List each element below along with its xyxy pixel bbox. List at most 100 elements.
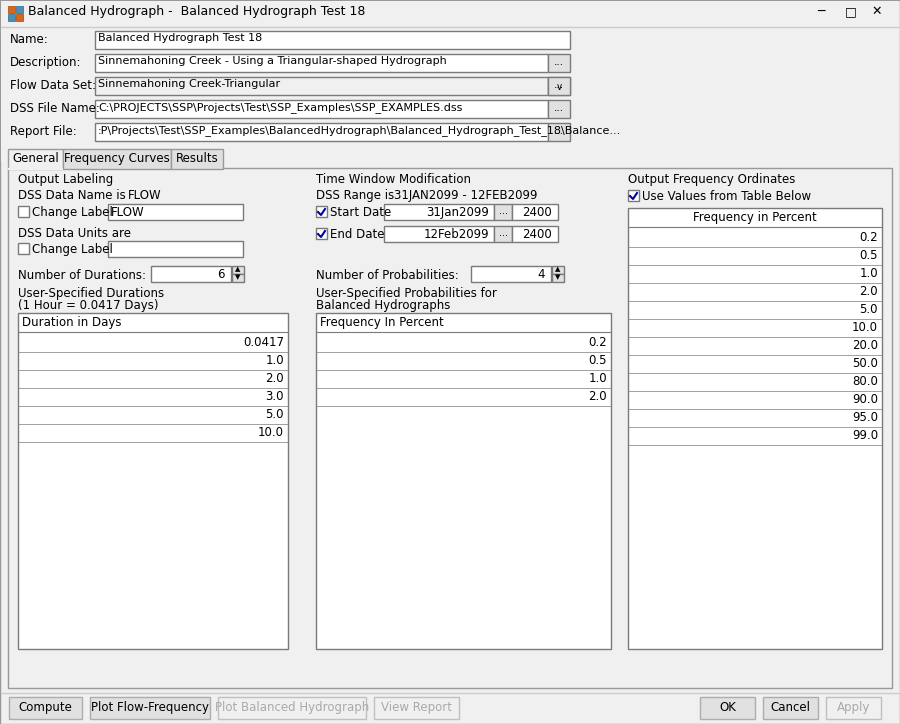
Bar <box>95 123 548 141</box>
Text: View Report: View Report <box>381 701 452 714</box>
Bar <box>16 14 23 21</box>
Text: 99.0: 99.0 <box>852 429 878 442</box>
Text: 1.0: 1.0 <box>589 372 607 385</box>
Text: Use Values from Table Below: Use Values from Table Below <box>642 190 811 203</box>
Text: 2400: 2400 <box>522 206 552 219</box>
Text: Output Frequency Ordinates: Output Frequency Ordinates <box>628 173 796 186</box>
Bar <box>18 313 288 649</box>
Text: C:\PROJECTS\SSP\Projects\Test\SSP_Examples\SSP_EXAMPLES.dss: C:\PROJECTS\SSP\Projects\Test\SSP_Exampl… <box>98 102 463 113</box>
Bar <box>316 228 327 239</box>
Text: Cancel: Cancel <box>770 701 811 714</box>
Text: Balanced Hydrograph -  Balanced Hydrograph Test 18: Balanced Hydrograph - Balanced Hydrograp… <box>28 5 365 18</box>
Text: Report File:: Report File: <box>10 125 76 138</box>
Text: FLOW: FLOW <box>111 206 145 219</box>
Bar <box>95 31 570 49</box>
Text: OK: OK <box>719 701 736 714</box>
Text: 0.5: 0.5 <box>589 354 607 367</box>
Text: Output Labeling: Output Labeling <box>18 173 113 186</box>
Bar <box>810 4 832 22</box>
Text: Change Label: Change Label <box>32 206 112 219</box>
Text: Sinnemahoning Creek - Using a Triangular-shaped Hydrograph: Sinnemahoning Creek - Using a Triangular… <box>98 56 446 66</box>
Text: ▲: ▲ <box>555 266 561 272</box>
Text: 2.0: 2.0 <box>266 372 284 385</box>
Text: Name:: Name: <box>10 33 49 46</box>
Text: DSS File Name:: DSS File Name: <box>10 102 100 115</box>
Text: Results: Results <box>176 152 219 165</box>
Text: Frequency in Percent: Frequency in Percent <box>693 211 817 224</box>
Bar <box>8 149 63 169</box>
Text: Apply: Apply <box>837 701 870 714</box>
Bar <box>171 149 223 169</box>
Text: Frequency Curves: Frequency Curves <box>64 152 170 165</box>
Bar <box>8 168 892 688</box>
Bar <box>95 77 548 95</box>
Text: 10.0: 10.0 <box>258 426 284 439</box>
Text: Plot Flow-Frequency: Plot Flow-Frequency <box>91 701 209 714</box>
Text: 10.0: 10.0 <box>852 321 878 334</box>
Bar <box>108 241 243 257</box>
Text: Change Label: Change Label <box>32 243 112 256</box>
Text: ✕: ✕ <box>872 5 882 18</box>
Bar <box>384 226 494 242</box>
Bar <box>316 313 611 649</box>
Text: ∨: ∨ <box>555 82 562 92</box>
Text: General: General <box>12 152 58 165</box>
Text: Number of Durations:: Number of Durations: <box>18 269 146 282</box>
Text: 2.0: 2.0 <box>860 285 878 298</box>
Bar <box>95 100 548 118</box>
Text: ...: ... <box>499 206 508 216</box>
Text: DSS Data Units are: DSS Data Units are <box>18 227 131 240</box>
Text: ...: ... <box>554 57 564 67</box>
Text: 90.0: 90.0 <box>852 393 878 406</box>
Text: 0.0417: 0.0417 <box>243 336 284 349</box>
Text: Sinnemahoning Creek-Triangular: Sinnemahoning Creek-Triangular <box>98 79 280 89</box>
Bar <box>9 697 82 719</box>
Bar <box>1 27 899 162</box>
Bar <box>628 208 882 649</box>
Text: 1.0: 1.0 <box>860 267 878 280</box>
Bar <box>763 697 818 719</box>
Text: ▼: ▼ <box>235 274 240 280</box>
Bar <box>548 123 570 141</box>
Text: DSS Data Name is: DSS Data Name is <box>18 189 126 202</box>
Bar <box>552 266 564 274</box>
Bar <box>1 1 899 27</box>
Text: 80.0: 80.0 <box>852 375 878 388</box>
Text: Balanced Hydrographs: Balanced Hydrographs <box>316 299 450 312</box>
Text: Frequency In Percent: Frequency In Percent <box>320 316 444 329</box>
Text: □: □ <box>845 5 857 18</box>
Text: 4: 4 <box>537 268 545 281</box>
Bar <box>548 54 570 72</box>
Text: Flow Data Set:: Flow Data Set: <box>10 79 96 92</box>
Text: Duration in Days: Duration in Days <box>22 316 122 329</box>
Text: End Date: End Date <box>330 228 384 241</box>
Text: 2400: 2400 <box>522 228 552 241</box>
Text: 5.0: 5.0 <box>266 408 284 421</box>
Bar <box>232 266 244 274</box>
Text: Number of Probabilities:: Number of Probabilities: <box>316 269 459 282</box>
Text: 1.0: 1.0 <box>266 354 284 367</box>
Text: 95.0: 95.0 <box>852 411 878 424</box>
Text: 6: 6 <box>218 268 225 281</box>
Bar <box>840 4 862 22</box>
Text: 5.0: 5.0 <box>860 303 878 316</box>
Bar <box>374 697 459 719</box>
Text: ...: ... <box>554 80 564 90</box>
Text: ▼: ▼ <box>555 274 561 280</box>
Text: ─: ─ <box>817 5 824 18</box>
Bar <box>63 149 171 169</box>
Bar <box>512 204 558 220</box>
Text: Balanced Hydrograph Test 18: Balanced Hydrograph Test 18 <box>98 33 262 43</box>
Text: 20.0: 20.0 <box>852 339 878 352</box>
Bar <box>18 243 29 254</box>
Text: User-Specified Durations: User-Specified Durations <box>18 287 164 300</box>
Bar <box>8 6 15 13</box>
Text: 12Feb2099: 12Feb2099 <box>423 228 489 241</box>
Bar <box>90 697 210 719</box>
Text: Plot Balanced Hydrograph: Plot Balanced Hydrograph <box>215 701 369 714</box>
Bar <box>548 100 570 118</box>
Text: User-Specified Probabilities for: User-Specified Probabilities for <box>316 287 497 300</box>
Text: 31Jan2099: 31Jan2099 <box>426 206 489 219</box>
Text: 2.0: 2.0 <box>589 390 607 403</box>
Text: Time Window Modification: Time Window Modification <box>316 173 471 186</box>
